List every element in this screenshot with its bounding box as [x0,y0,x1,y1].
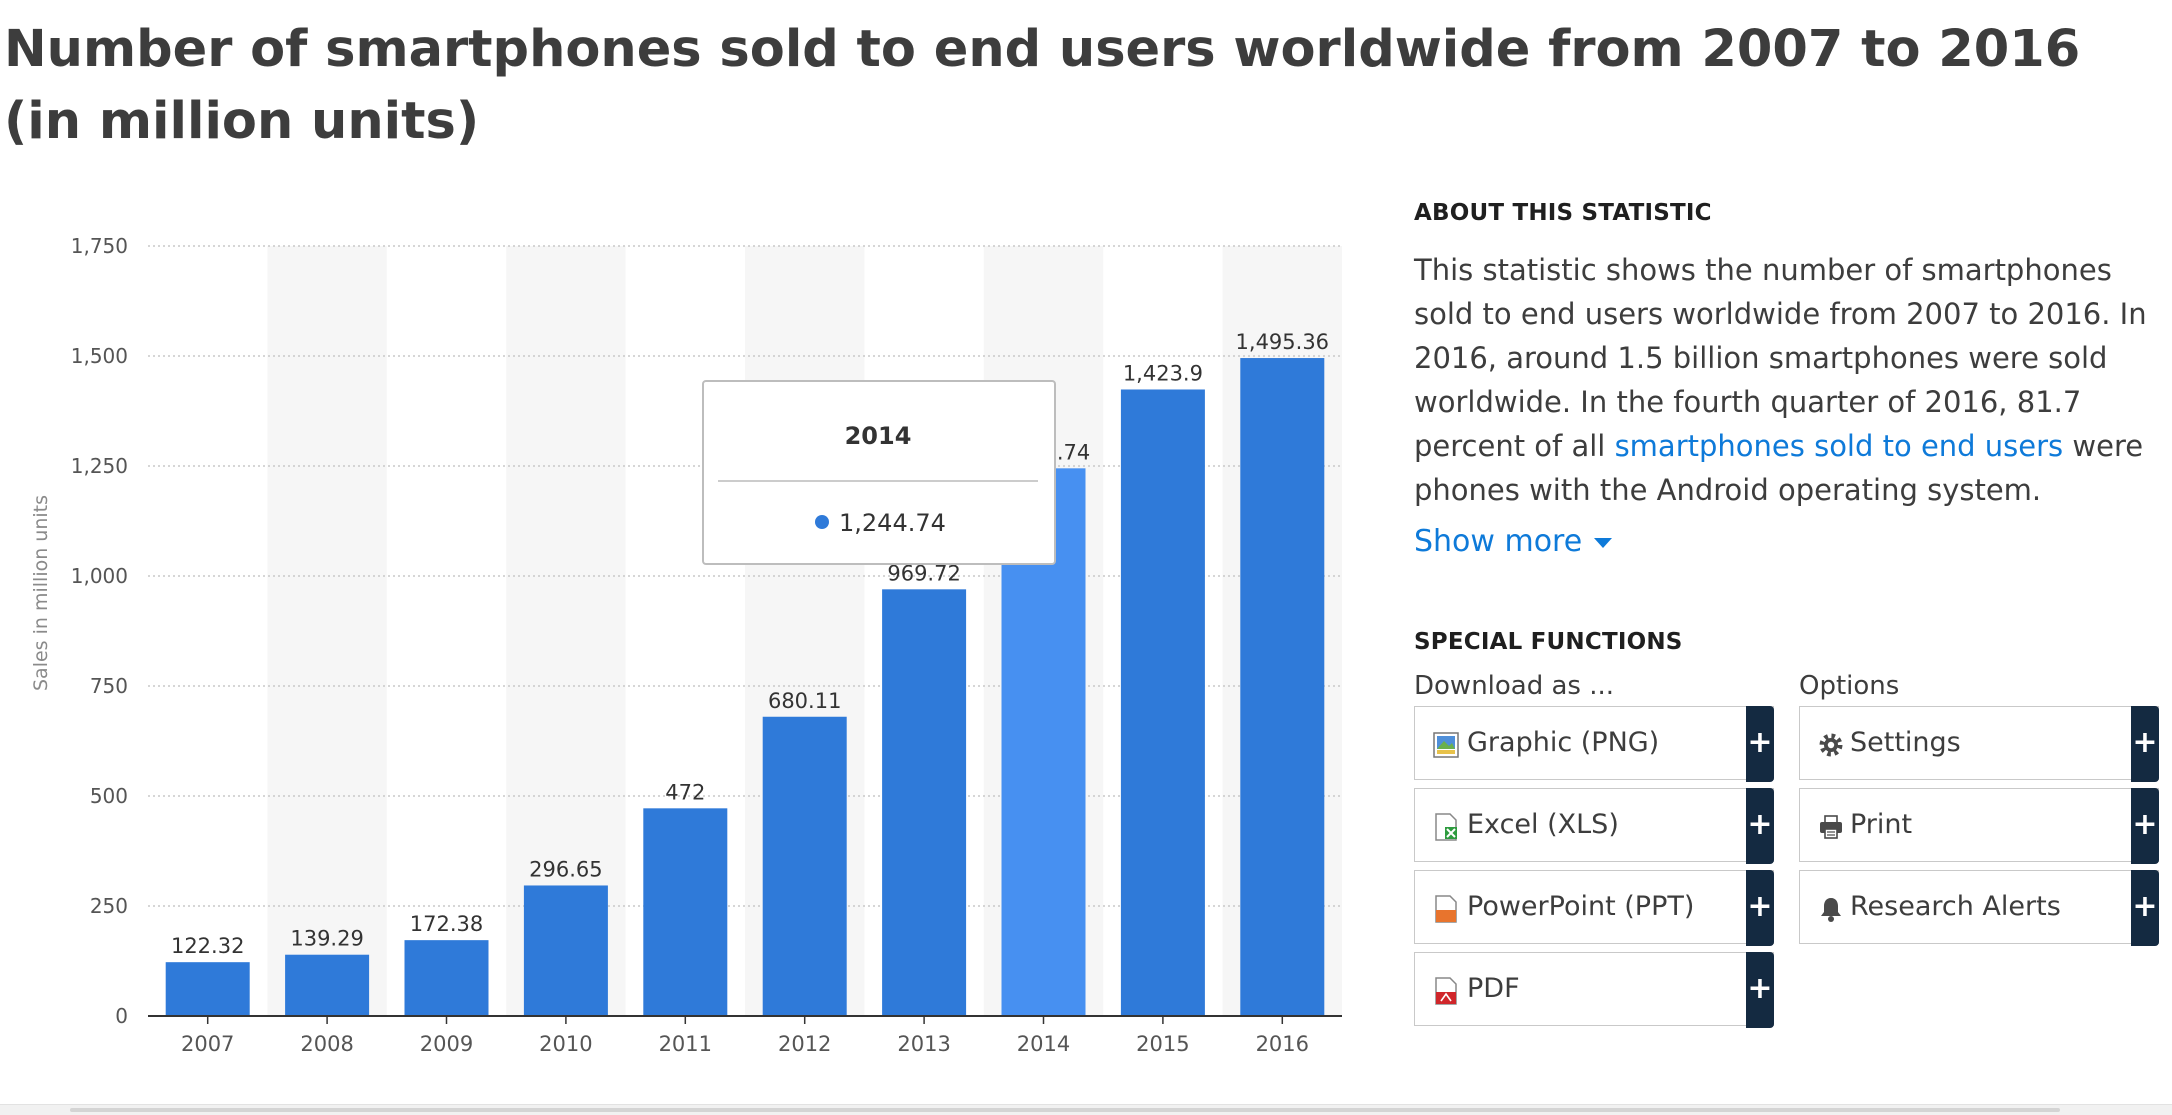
bar-2015[interactable] [1120,389,1205,1016]
tooltip-title: 2014 [845,422,912,450]
tooltip: 2014 1,244.74 [702,380,1056,565]
value-label-2007: 122.32 [171,934,244,958]
caret-down-icon [1594,537,1613,548]
download-ppt-label: PowerPoint (PPT) [1467,891,1695,922]
download-xls-button[interactable]: Excel (XLS) + [1414,788,1774,864]
x-tick-label-2010: 2010 [539,1032,592,1056]
horizontal-scrollbar[interactable] [0,1104,2172,1115]
scrollbar-thumb[interactable] [70,1108,2060,1112]
value-label-2010: 296.65 [529,857,602,881]
value-label-2012: 680.11 [768,689,841,713]
pdf-file-icon [1435,977,1457,1005]
y-tick-label: 250 [90,894,128,918]
about-text: This statistic shows the number of smart… [1414,248,2166,512]
research-alerts-button[interactable]: Research Alerts + [1799,870,2159,946]
settings-button[interactable]: Settings + [1799,706,2159,782]
y-tick-label: 1,250 [71,454,128,478]
sidebar: ABOUT THIS STATISTIC This statistic show… [1414,200,2172,1031]
y-tick-label: 750 [90,674,128,698]
research-alerts-label: Research Alerts [1850,891,2061,922]
download-label: Download as ... [1414,671,1615,701]
print-label: Print [1850,809,1913,840]
plus-icon[interactable]: + [1746,870,1774,946]
y-axis-label: Sales in million units [30,495,52,691]
excel-file-icon [1435,813,1457,841]
x-tick-label-2012: 2012 [778,1032,831,1056]
download-pdf-button[interactable]: PDF + [1414,952,1774,1028]
x-tick-label-2014: 2014 [1017,1032,1070,1056]
bar-2016[interactable] [1240,358,1325,1016]
plus-icon[interactable]: + [1746,706,1774,782]
y-tick-label: 0 [115,1004,128,1028]
printer-icon [1820,815,1842,839]
x-tick-label-2013: 2013 [897,1032,950,1056]
show-more-label: Show more [1414,524,1583,559]
column-band-2008 [267,246,387,1016]
plus-icon[interactable]: + [1746,788,1774,864]
y-tick-label: 1,000 [71,564,128,588]
bell-icon [1821,898,1841,922]
about-heading: ABOUT THIS STATISTIC [1414,200,1712,226]
y-tick-label: 500 [90,784,128,808]
about-text-part-1: This statistic shows the number of smart… [1414,253,2147,463]
plus-icon[interactable]: + [1746,952,1774,1028]
bar-chart: 0 250 500 750 1,000 1,250 1,500 1,750 Sales in … [30,234,1342,1056]
value-label-2009: 172.38 [410,912,483,936]
download-ppt-button[interactable]: PowerPoint (PPT) + [1414,870,1774,946]
show-more-link[interactable]: Show more [1414,524,1613,559]
x-tick-label-2016: 2016 [1256,1032,1309,1056]
plus-icon[interactable]: + [2131,788,2159,864]
tooltip-value: 1,244.74 [839,509,946,537]
download-png-label: Graphic (PNG) [1467,727,1660,758]
bar-2011[interactable] [643,808,728,1016]
value-label-2015: 1,423.9 [1123,361,1203,385]
y-tick-label: 1,750 [71,234,128,258]
bar-2012[interactable] [762,716,847,1016]
plus-icon[interactable]: + [2131,706,2159,782]
bar-2010[interactable] [523,885,608,1016]
tooltip-box [702,380,1056,565]
value-label-2008: 139.29 [290,927,363,951]
settings-label: Settings [1850,727,1961,758]
bar-2008[interactable] [285,954,370,1016]
value-label-2011: 472 [665,780,705,804]
options-label: Options [1799,671,1900,701]
gear-icon [1819,733,1843,757]
x-tick-label-2008: 2008 [300,1032,353,1056]
tooltip-series-dot [815,515,829,529]
x-tick-label-2015: 2015 [1136,1032,1189,1056]
bar-2007[interactable] [165,962,250,1016]
about-text-part-2: were phones with the Android operating s… [1414,429,2144,507]
special-functions-heading: SPECIAL FUNCTIONS [1414,629,1683,655]
print-button[interactable]: Print + [1799,788,2159,864]
y-tick-label: 1,500 [71,344,128,368]
x-tick-label-2009: 2009 [420,1032,473,1056]
x-tick-label-2007: 2007 [181,1032,234,1056]
value-label-2013: 969.72 [887,561,960,585]
value-label-2016: 1,495.36 [1236,330,1330,354]
bar-2013[interactable] [882,589,967,1016]
page-title: Number of smartphones sold to end users … [4,20,2081,151]
powerpoint-file-icon [1435,895,1457,923]
download-png-button[interactable]: Graphic (PNG) + [1414,706,1774,782]
x-tick-label-2011: 2011 [659,1032,712,1056]
image-file-icon [1433,732,1459,758]
plus-icon[interactable]: + [2131,870,2159,946]
download-pdf-label: PDF [1467,973,1520,1004]
download-xls-label: Excel (XLS) [1467,809,1619,840]
about-link[interactable]: smartphones sold to end users [1614,429,2064,463]
bar-2009[interactable] [404,940,489,1016]
special-functions: Download as ... Options Graphic (PNG) + … [1414,671,2172,1031]
